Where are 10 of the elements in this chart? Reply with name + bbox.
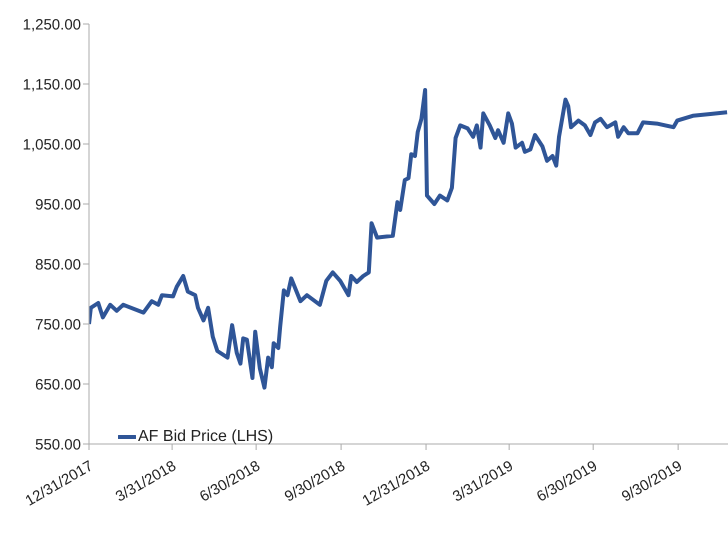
y-tick-label: 650.00 <box>35 376 81 394</box>
y-tick-label: 1,250.00 <box>22 16 81 34</box>
line-series <box>89 88 728 390</box>
y-tick-label: 550.00 <box>35 436 81 454</box>
y-tick-label: 950.00 <box>35 196 81 214</box>
legend-label: AF Bid Price (LHS) <box>138 428 274 446</box>
y-tick-label: 1,050.00 <box>22 136 81 154</box>
y-tick-label: 750.00 <box>35 316 81 334</box>
y-tick-label: 1,150.00 <box>22 76 81 94</box>
y-tick-label: 850.00 <box>35 256 81 274</box>
